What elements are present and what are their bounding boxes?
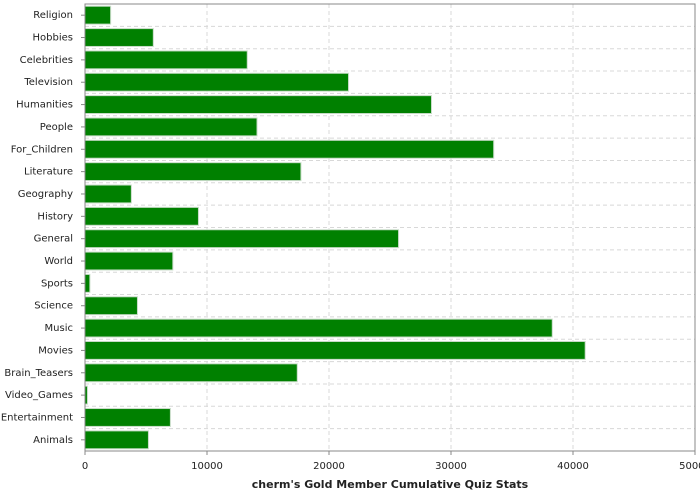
x-tick-label: 20000 xyxy=(313,461,345,472)
bar xyxy=(84,72,350,92)
bar xyxy=(84,340,586,360)
y-tick-label: Animals xyxy=(33,435,73,446)
bar xyxy=(84,273,91,293)
y-tick-label: Video_Games xyxy=(5,390,73,401)
x-tick-label: 50000 xyxy=(679,461,700,472)
y-tick-label: Humanities xyxy=(16,100,73,111)
bar xyxy=(84,363,298,383)
y-tick-label: History xyxy=(37,211,73,222)
x-tick-label: 40000 xyxy=(557,461,589,472)
plot-border xyxy=(84,3,696,452)
y-tick-label: Literature xyxy=(24,167,73,178)
bar xyxy=(84,296,138,316)
bar xyxy=(84,430,149,450)
y-tick-label: General xyxy=(34,234,73,245)
bar xyxy=(84,50,248,70)
bar xyxy=(84,95,432,115)
x-tick-label: 0 xyxy=(82,461,88,472)
y-tick-label: World xyxy=(44,256,73,267)
y-tick-label: Television xyxy=(23,77,73,88)
y-tick-label: Music xyxy=(45,323,73,334)
x-tick-label: 10000 xyxy=(191,461,223,472)
y-tick-label: Religion xyxy=(33,10,73,21)
bar xyxy=(84,206,199,226)
y-tick-label: Entertainment xyxy=(1,412,73,423)
bar xyxy=(84,229,400,249)
y-tick-label: Movies xyxy=(38,345,73,356)
y-tick-label: For_Children xyxy=(11,144,73,155)
x-axis-title: cherm's Gold Member Cumulative Quiz Stat… xyxy=(252,478,529,491)
y-tick-label: Brain_Teasers xyxy=(4,368,73,379)
bar xyxy=(84,117,258,137)
y-tick-label: Science xyxy=(34,301,73,312)
bar xyxy=(84,251,174,271)
bar xyxy=(84,408,171,427)
x-tick-label: 30000 xyxy=(435,461,467,472)
y-tick-label: Geography xyxy=(18,189,73,200)
bar xyxy=(84,139,495,159)
bar xyxy=(84,162,302,182)
y-tick-label: Sports xyxy=(41,278,73,289)
bar xyxy=(84,5,112,25)
bar xyxy=(84,28,154,47)
y-tick-label: Celebrities xyxy=(20,55,73,66)
y-tick-label: People xyxy=(40,122,73,133)
bar xyxy=(84,318,553,338)
y-tick-label: Hobbies xyxy=(33,33,73,44)
bar xyxy=(84,184,132,204)
